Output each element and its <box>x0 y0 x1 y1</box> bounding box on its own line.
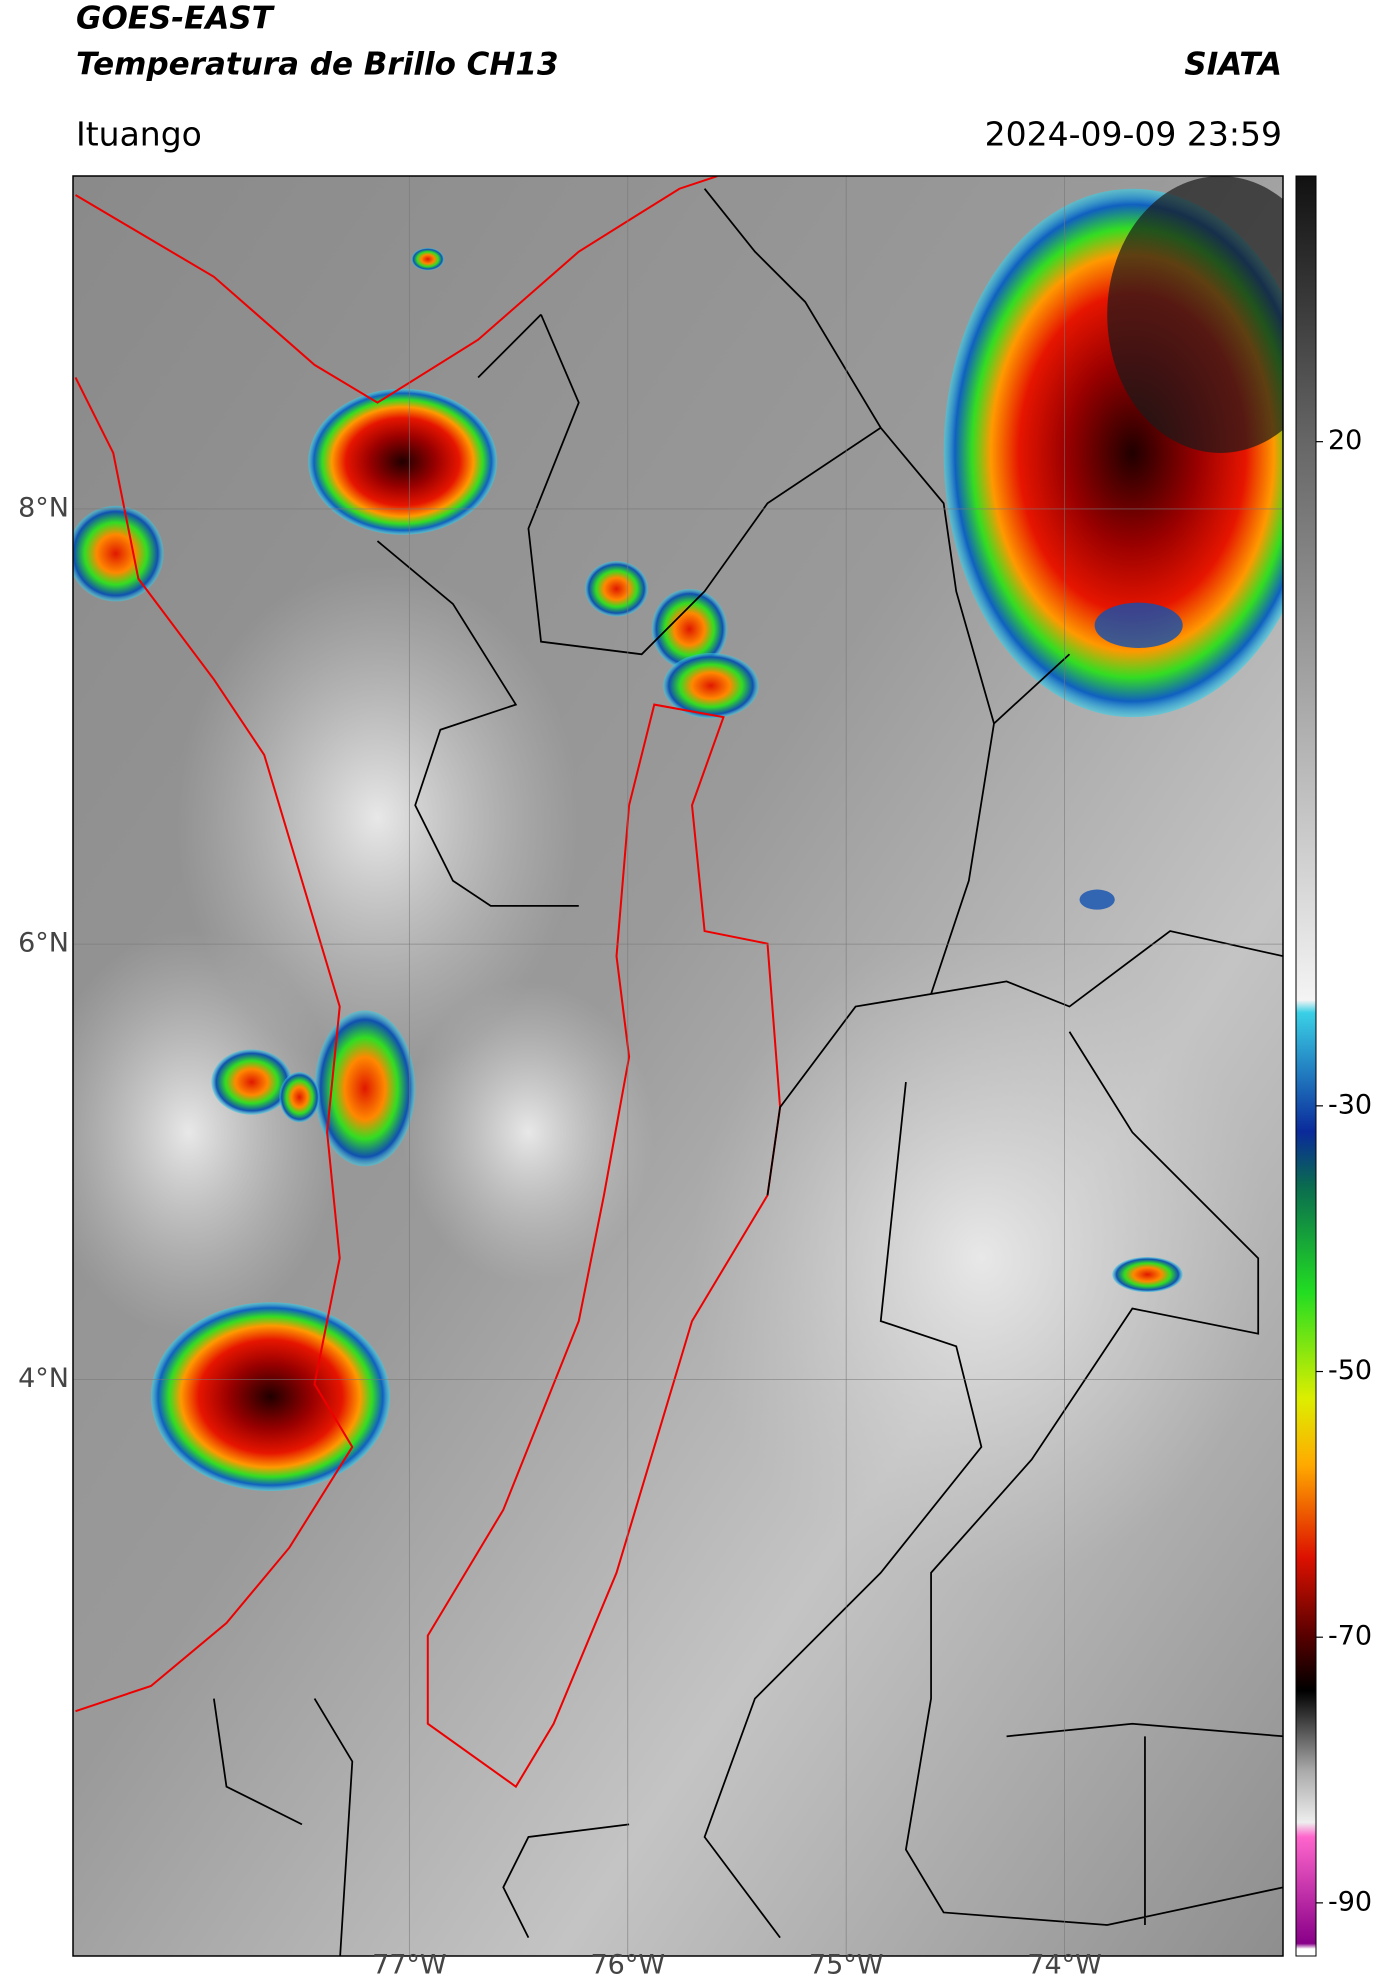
datetime: 2024-09-09 23:59 <box>985 115 1282 154</box>
x-tick-label: 75°W <box>809 1950 884 1981</box>
location: Ituango <box>76 115 202 154</box>
colorbar-tick-label: -30 <box>1328 1089 1372 1120</box>
map-frame <box>72 175 1284 1957</box>
title: GOES-EAST <box>76 1 276 37</box>
colorbar-tick-label: 20 <box>1328 425 1362 456</box>
colorbar-tick-label: -90 <box>1328 1886 1372 1917</box>
x-tick-label: 74°W <box>1027 1950 1102 1981</box>
x-tick-label: 77°W <box>372 1950 447 1981</box>
map-image <box>73 176 1283 1956</box>
colorbar-tick-label: -50 <box>1328 1355 1372 1386</box>
y-tick-label: 8°N <box>18 492 69 523</box>
subtitle: Temperatura de Brillo CH13 <box>76 47 559 83</box>
source: SIATA <box>1184 47 1282 83</box>
colorbar-tick-label: -70 <box>1328 1621 1372 1652</box>
colorbar <box>1295 175 1317 1957</box>
y-tick-label: 4°N <box>18 1363 69 1394</box>
x-tick-label: 76°W <box>590 1950 665 1981</box>
grid <box>73 176 1283 1956</box>
y-tick-label: 6°N <box>18 928 69 959</box>
